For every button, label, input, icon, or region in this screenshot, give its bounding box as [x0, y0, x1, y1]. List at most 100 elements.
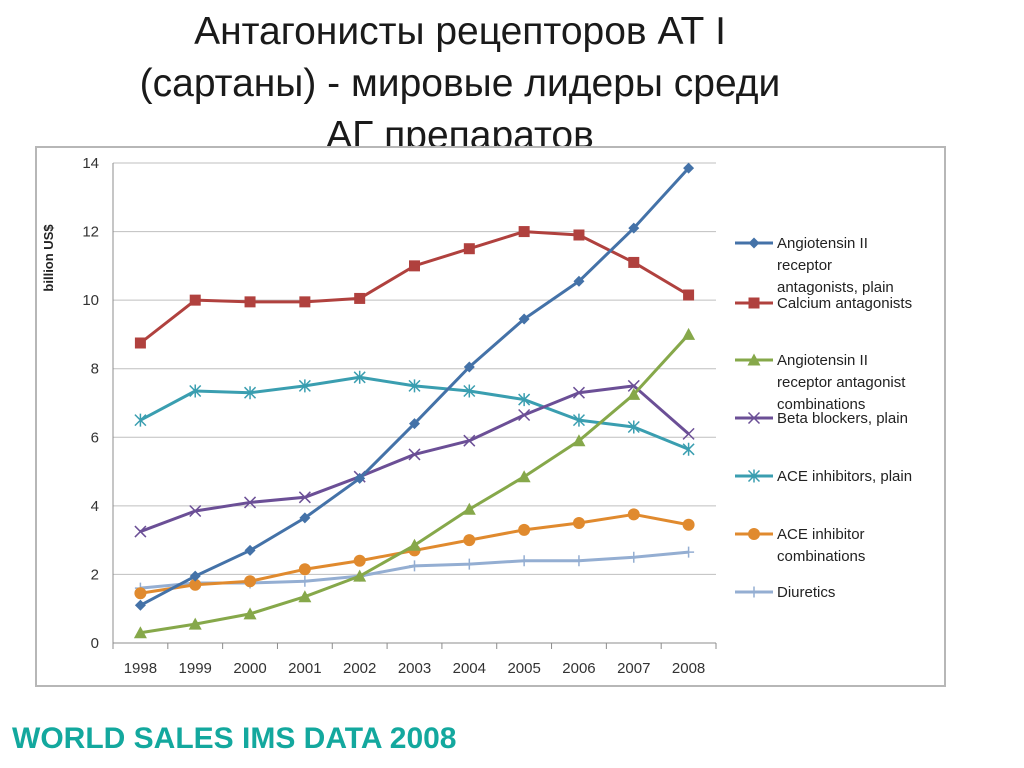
data-point-s3-2003 [408, 538, 421, 551]
data-point-s2-2003 [409, 260, 420, 272]
x-tick-label: 2001 [288, 660, 321, 677]
data-point-s5-2001 [298, 379, 311, 393]
y-tick-label: 6 [91, 429, 99, 446]
legend-marker-2 [748, 297, 760, 309]
data-point-s6-2002 [353, 554, 366, 567]
data-point-s1-2007 [628, 222, 640, 234]
data-point-s6-2004 [463, 534, 476, 547]
data-point-s3-2002 [353, 569, 367, 582]
data-point-s3-2008 [682, 327, 696, 340]
legend-label-4: Beta blockers, plain [777, 410, 908, 427]
slide-title-line-1: Антагонисты рецепторов АТ I [194, 10, 726, 53]
data-point-s2-2005 [518, 226, 530, 238]
data-point-s5-1999 [189, 384, 202, 398]
data-point-s2-2004 [463, 243, 475, 255]
data-point-s5-2003 [408, 379, 421, 393]
data-point-s6-2007 [627, 508, 640, 521]
data-point-s6-2006 [572, 517, 585, 529]
y-tick-label: 10 [82, 292, 99, 309]
data-point-s6-1998 [134, 587, 147, 600]
series-line-4 [139, 384, 690, 533]
data-point-s7-2007 [628, 551, 640, 563]
legend-label-1: receptor [777, 257, 832, 274]
x-tick-label: 2003 [398, 660, 431, 677]
data-point-s1-2006 [573, 275, 585, 287]
data-point-s3-2004 [462, 502, 476, 515]
chart-frame: 0 2 4 6 8 10 12 14 1998 1999 2000 2001 2002 2003 2004 2… [35, 146, 946, 687]
data-point-s1-2000 [244, 544, 256, 556]
data-point-s7-2008 [683, 546, 695, 558]
data-point-s6-2001 [298, 563, 311, 576]
data-point-s5-2004 [463, 384, 476, 398]
data-point-s1-1999 [189, 570, 201, 582]
data-point-s5-2007 [627, 420, 640, 434]
legend-marker-1 [748, 237, 760, 249]
y-tick-label: 8 [91, 361, 99, 378]
data-point-s4-2005 [518, 408, 531, 422]
data-point-s7-2001 [299, 575, 311, 587]
data-point-s3-2000 [243, 607, 257, 620]
data-point-s5-2000 [244, 386, 257, 400]
data-point-s1-2002 [354, 472, 366, 484]
data-point-s2-2001 [299, 296, 311, 308]
x-tick-label: 1998 [124, 660, 157, 677]
line-chart: 0 2 4 6 8 10 12 14 1998 1999 2000 2001 2002 2003 2004 2… [41, 155, 912, 677]
legend-marker-3 [747, 353, 761, 366]
data-point-s2-2008 [683, 289, 695, 301]
y-tick-label: 12 [82, 224, 99, 241]
data-point-s6-2005 [518, 523, 531, 536]
data-point-s2-2007 [628, 256, 640, 268]
footer-caption: WORLD SALES IMS DATA 2008 [12, 722, 457, 755]
data-point-s4-1999 [189, 504, 202, 518]
data-point-s7-2006 [573, 555, 585, 567]
x-tick-label: 2008 [672, 660, 705, 677]
data-point-s1-2003 [409, 418, 420, 430]
legend-marker-5 [747, 469, 761, 483]
data-point-s1-2008 [683, 162, 695, 174]
legend-label-6: ACE inhibitor [777, 526, 865, 543]
slide-title: Антагонисты рецепторов АТ I (сартаны) - … [40, 6, 880, 162]
data-point-s3-2001 [298, 590, 312, 603]
data-point-s4-2004 [463, 434, 476, 447]
data-point-s5-1998 [134, 413, 147, 427]
data-point-s7-2004 [463, 558, 475, 570]
data-point-s3-1999 [188, 617, 202, 630]
data-point-s2-1998 [134, 337, 146, 349]
x-tick-label: 2000 [233, 660, 266, 677]
data-point-s4-2003 [408, 448, 421, 461]
legend-label-3: receptor antagonist [777, 374, 906, 391]
legend-label-1: Angiotensin II [777, 235, 868, 252]
data-point-s4-2001 [298, 491, 311, 504]
data-point-s4-2006 [572, 386, 585, 399]
legend-label-7: Diuretics [777, 584, 835, 601]
data-point-s2-2000 [244, 296, 256, 308]
y-tick-label: 14 [82, 155, 99, 172]
series-line-2 [139, 230, 690, 345]
legend-marker-4 [747, 411, 761, 425]
y-tick-label: 0 [91, 635, 99, 652]
data-point-s3-2006 [572, 434, 586, 447]
data-point-s3-2007 [627, 387, 641, 400]
legend-marker-7 [748, 586, 760, 598]
x-tick-label: 2007 [617, 660, 650, 677]
data-point-s5-2002 [353, 370, 366, 384]
legend-marker-6 [748, 528, 760, 540]
data-point-s3-2005 [517, 470, 531, 483]
y-axis-label: billion US$ [41, 224, 56, 292]
data-point-s7-2005 [518, 555, 530, 567]
x-tick-label: 2006 [562, 660, 595, 677]
data-point-s1-1998 [134, 599, 146, 611]
data-point-s5-2006 [572, 413, 585, 427]
x-tick-label: 1999 [179, 660, 212, 677]
data-point-s2-2002 [354, 292, 366, 304]
series-line-3 [140, 333, 690, 635]
x-tick-label: 2004 [453, 660, 486, 677]
data-point-s1-2005 [518, 313, 530, 325]
data-point-s4-1998 [134, 525, 147, 538]
data-point-s4-2008 [682, 427, 695, 440]
data-point-s5-2005 [518, 393, 531, 407]
data-point-s2-2006 [573, 229, 585, 241]
data-point-s5-2008 [682, 442, 695, 456]
data-point-s3-1998 [133, 626, 147, 639]
legend-label-3: combinations [777, 396, 865, 413]
